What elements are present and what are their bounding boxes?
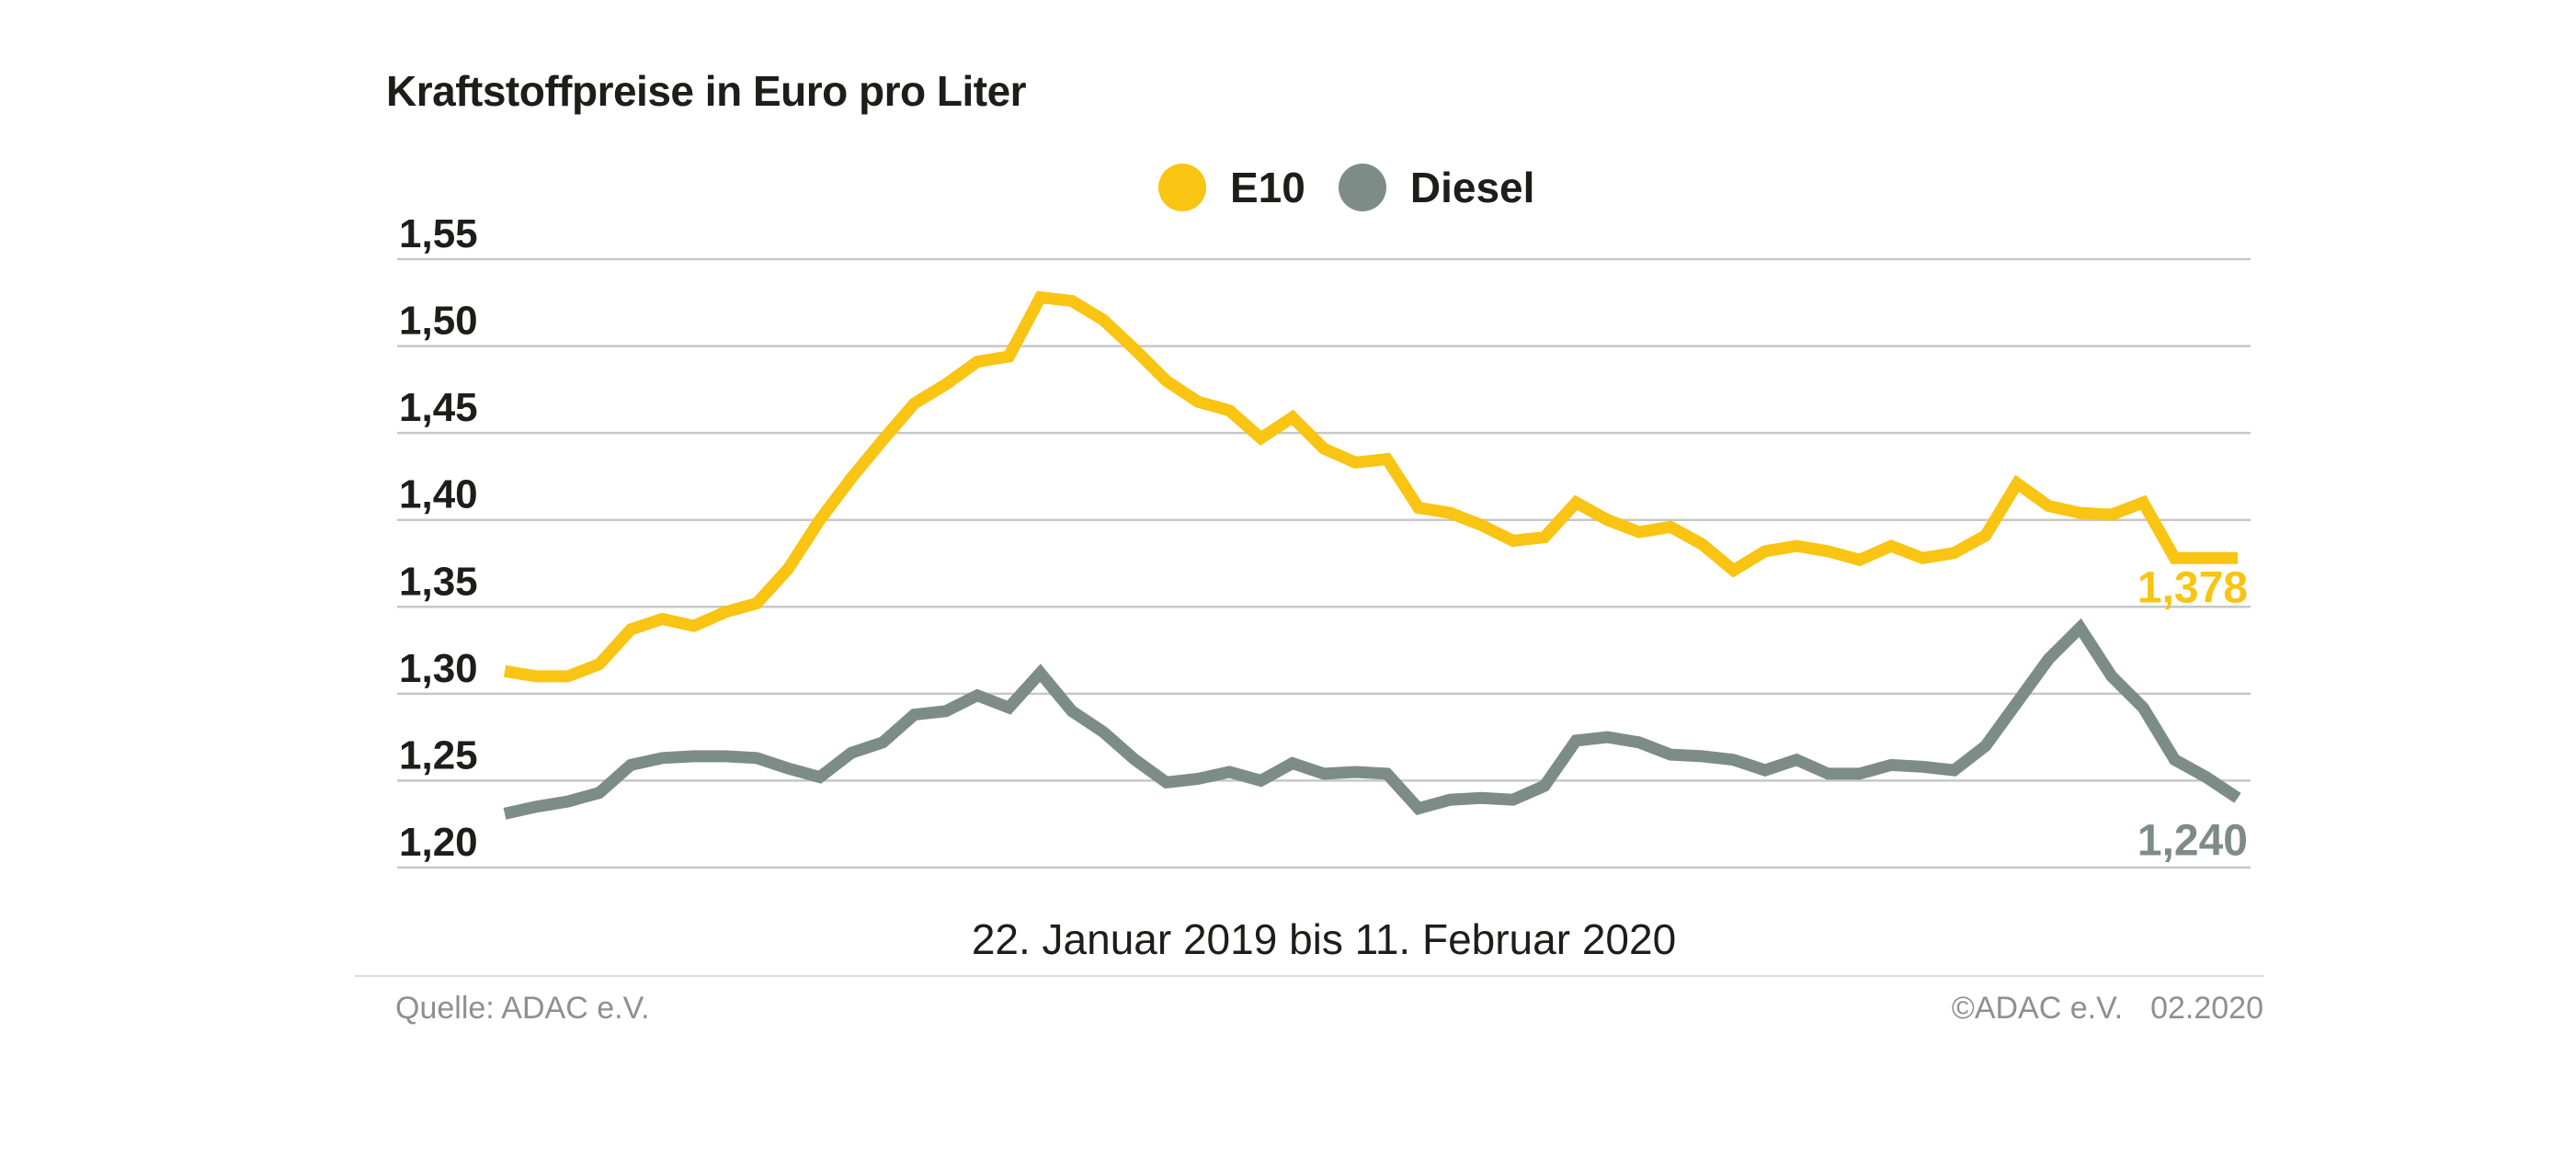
- footer-divider: [355, 975, 2263, 977]
- y-tick-label: 1,25: [399, 732, 478, 777]
- legend: E10 Diesel: [1158, 164, 1534, 211]
- copyright-text: ©ADAC e.V.: [1951, 991, 2124, 1026]
- y-tick-label: 1,30: [399, 646, 478, 691]
- y-tick-label: 1,35: [399, 559, 478, 604]
- legend-item-diesel: Diesel: [1338, 164, 1535, 211]
- copyright-date: 02.2020: [2150, 991, 2263, 1026]
- x-axis-caption: 22. Januar 2019 bis 11. Februar 2020: [971, 915, 1677, 963]
- legend-label-e10: E10: [1230, 164, 1305, 211]
- y-tick-label: 1,40: [399, 472, 478, 517]
- y-tick-label: 1,20: [399, 820, 478, 865]
- copyright-note: ©ADAC e.V. 02.2020: [1952, 991, 2263, 1027]
- diesel-end-value-label: 1,240: [2137, 816, 2248, 865]
- legend-label-diesel: Diesel: [1409, 164, 1535, 211]
- source-note: Quelle: ADAC e.V.: [395, 991, 650, 1026]
- y-tick-label: 1,45: [399, 385, 478, 430]
- e10-end-value-label: 1,378: [2137, 563, 2248, 612]
- chart-title: Kraftstoffpreise in Euro pro Liter: [386, 67, 1027, 115]
- y-tick-label: 1,55: [399, 211, 478, 256]
- diesel-line: [503, 618, 2241, 820]
- e10-color-dot-icon: [1158, 164, 1206, 211]
- legend-item-e10: E10: [1158, 164, 1305, 211]
- diesel-color-dot-icon: [1338, 164, 1386, 211]
- e10-line: [503, 290, 2238, 683]
- y-tick-label: 1,50: [399, 299, 478, 344]
